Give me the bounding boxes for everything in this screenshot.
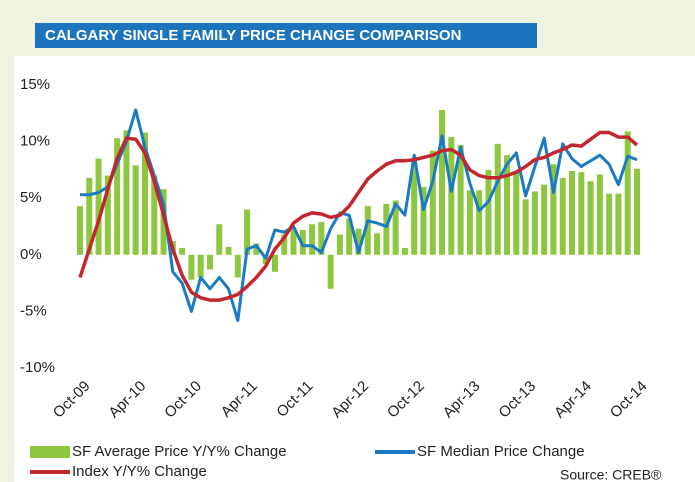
bar <box>336 234 343 255</box>
bar <box>216 224 223 255</box>
bar <box>587 181 594 255</box>
legend-swatch <box>30 446 70 458</box>
bar <box>141 132 148 255</box>
bar <box>290 228 297 255</box>
bar <box>624 131 631 255</box>
bar <box>494 143 501 255</box>
bar <box>188 254 195 280</box>
y-tick-label: 15% <box>20 76 50 93</box>
legend-label: Index Y/Y% Change <box>72 463 207 480</box>
bar <box>151 175 158 255</box>
bar <box>541 184 548 255</box>
bar <box>401 248 408 255</box>
bar <box>513 171 520 255</box>
y-tick-label: 10% <box>20 133 50 150</box>
bar <box>504 155 511 255</box>
bar <box>550 164 557 255</box>
bar <box>225 246 232 255</box>
bar <box>392 200 399 255</box>
bar <box>179 248 186 255</box>
y-tick-label: -10% <box>20 359 55 376</box>
bar <box>531 191 538 255</box>
bar <box>244 209 251 255</box>
bar <box>411 158 418 255</box>
bar <box>615 193 622 255</box>
bar <box>327 254 334 289</box>
bar <box>374 233 381 255</box>
bar <box>420 186 427 255</box>
legend-label: SF Average Price Y/Y% Change <box>72 443 287 460</box>
bar <box>606 193 613 255</box>
bar <box>439 109 446 255</box>
bar <box>522 199 529 255</box>
bar <box>86 177 93 255</box>
bar <box>206 254 213 270</box>
bar <box>466 190 473 255</box>
bar <box>95 158 102 255</box>
bar <box>383 203 390 255</box>
line <box>80 108 638 322</box>
bar <box>271 254 278 272</box>
bar <box>104 175 111 255</box>
bar <box>429 150 436 255</box>
bar <box>569 171 576 255</box>
bar <box>596 174 603 255</box>
bar <box>309 224 316 255</box>
bar <box>253 243 260 255</box>
bar <box>634 168 640 255</box>
title-box <box>35 23 537 48</box>
bar <box>123 130 130 255</box>
bar <box>132 165 139 255</box>
bar <box>485 169 492 255</box>
bar <box>364 206 371 255</box>
bar <box>318 221 325 255</box>
bar <box>448 137 455 255</box>
bar <box>559 177 566 255</box>
bar <box>77 206 83 255</box>
y-tick-label: 5% <box>20 189 42 206</box>
bar <box>457 144 464 255</box>
bar <box>476 190 483 255</box>
legend-label: SF Median Price Change <box>417 443 585 460</box>
y-tick-label: 0% <box>20 246 42 263</box>
bar <box>355 228 362 255</box>
plot-panel <box>14 56 695 482</box>
source: Source: CREB® <box>560 467 662 482</box>
bar <box>160 189 167 255</box>
bar <box>281 234 288 255</box>
bar <box>114 138 121 255</box>
bar <box>578 172 585 255</box>
y-tick-label: -5% <box>20 302 47 319</box>
chart-title: CALGARY SINGLE FAMILY PRICE CHANGE COMPA… <box>45 27 461 44</box>
bar <box>346 218 353 255</box>
line <box>78 130 639 302</box>
bar <box>234 254 241 278</box>
bar <box>197 254 204 278</box>
